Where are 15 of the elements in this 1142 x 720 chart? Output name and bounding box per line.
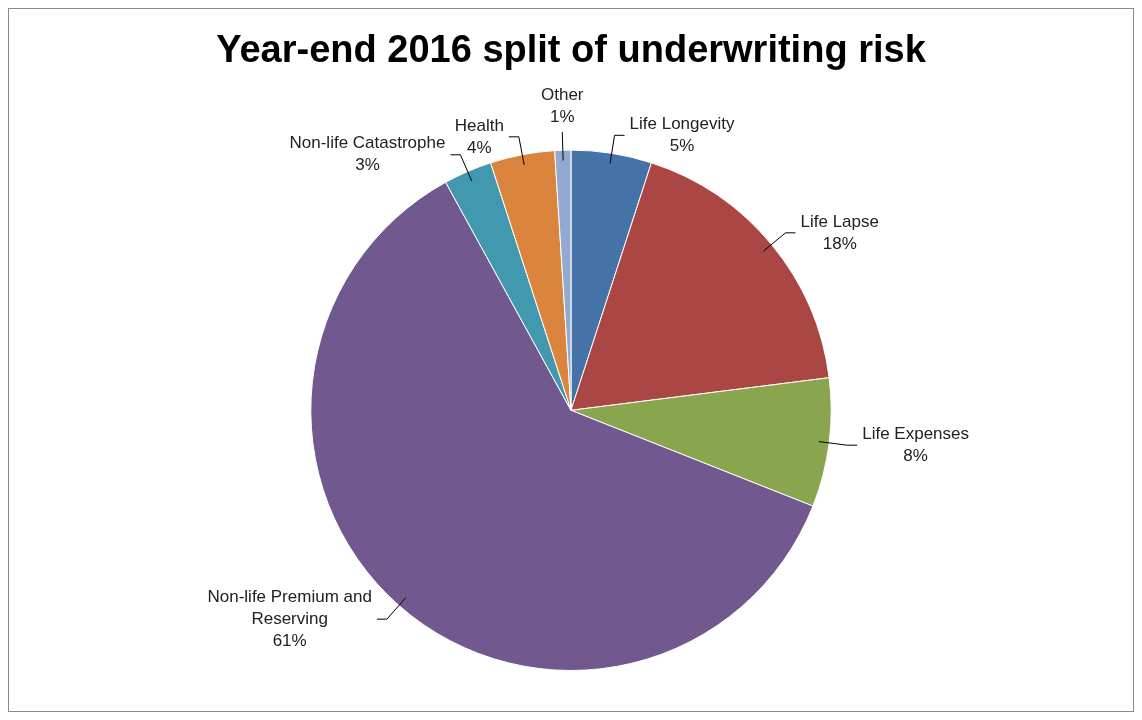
chart-title: Year-end 2016 split of underwriting risk [216, 28, 927, 71]
slice-label: Non-life Catastrophe [289, 133, 446, 153]
slice-label: Life Lapse [800, 211, 879, 231]
data-label: 4% [466, 137, 492, 157]
data-label: 3% [355, 155, 380, 175]
data-label: 1% [549, 106, 575, 126]
data-label: 61% [272, 630, 307, 650]
slice-label: Life Longevity [629, 114, 735, 133]
data-label: 18% [822, 233, 857, 253]
slice-label: Health [454, 115, 504, 135]
slice-label: Life Expenses [862, 423, 970, 443]
slice-label: Non-life Premium and Reserving [207, 586, 372, 628]
data-label: 8% [903, 445, 928, 465]
slice-label: Other [540, 84, 584, 104]
data-label: 5% [669, 136, 695, 155]
